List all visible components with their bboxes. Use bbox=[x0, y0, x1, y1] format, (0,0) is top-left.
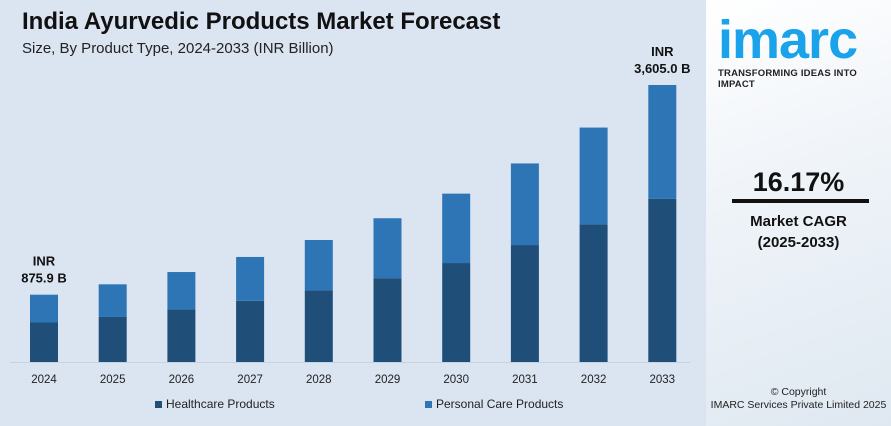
bar-healthcare-2032 bbox=[579, 224, 608, 362]
bar-chart: 2024 2025 2026 2027 2028 2029 2030 2031 2032 2033… bbox=[10, 44, 690, 386]
x-tick-label: 2028 bbox=[306, 374, 332, 386]
copyright-owner: IMARC Services Private Limited 2025 bbox=[710, 399, 887, 411]
x-tick-label: 2024 bbox=[31, 374, 57, 386]
legend-swatch bbox=[155, 400, 162, 408]
bar-healthcare-2026 bbox=[167, 309, 196, 362]
legend-item-healthcare: Healthcare Products bbox=[155, 397, 275, 411]
chart-panel: India Ayurvedic Products Market Forecast… bbox=[10, 8, 691, 411]
bar-personal-care-2025 bbox=[98, 284, 127, 317]
tagline: TRANSFORMING IDEAS INTO IMPACT bbox=[718, 68, 858, 90]
x-tick-label: 2031 bbox=[512, 374, 538, 386]
chart-subtitle: Size, By Product Type, 2024-2033 (INR Bi… bbox=[22, 40, 334, 57]
bar-personal-care-2033 bbox=[648, 85, 677, 199]
bar-healthcare-2031 bbox=[510, 245, 539, 362]
divider bbox=[732, 199, 869, 203]
bar-personal-care-2031 bbox=[510, 163, 539, 246]
legend-swatch bbox=[425, 400, 432, 408]
x-tick-label: 2029 bbox=[375, 374, 401, 386]
bar-personal-care-2027 bbox=[236, 256, 265, 301]
bar-healthcare-2024 bbox=[30, 322, 58, 362]
bar-healthcare-2027 bbox=[236, 300, 265, 362]
bar-personal-care-2029 bbox=[373, 218, 402, 279]
data-label-2033: INR bbox=[651, 44, 674, 59]
x-tick-label: 2025 bbox=[100, 374, 126, 386]
x-tick-label: 2030 bbox=[443, 374, 469, 386]
bar-healthcare-2029 bbox=[373, 278, 402, 362]
cagr-label-text: Market CAGR bbox=[750, 213, 847, 230]
cagr-label: Market CAGR (2025-2033) bbox=[706, 211, 891, 253]
x-tick-label: 2026 bbox=[169, 374, 195, 386]
cagr-period: (2025-2033) bbox=[757, 234, 840, 251]
bar-personal-care-2032 bbox=[579, 127, 608, 225]
bar-healthcare-2033 bbox=[648, 198, 677, 362]
bar-personal-care-2030 bbox=[442, 193, 471, 264]
chart-title: India Ayurvedic Products Market Forecast bbox=[22, 8, 501, 35]
cagr-value: 16.17% bbox=[752, 167, 845, 197]
bar-personal-care-2026 bbox=[167, 272, 196, 310]
legend-label: Personal Care Products bbox=[436, 397, 564, 411]
x-tick-label: 2032 bbox=[581, 374, 607, 386]
legend-label: Healthcare Products bbox=[166, 397, 275, 411]
data-label-2033: 3,605.0 B bbox=[634, 61, 690, 76]
bar-healthcare-2030 bbox=[442, 263, 471, 362]
x-tick-label: 2033 bbox=[650, 374, 676, 386]
bar-personal-care-2028 bbox=[304, 239, 333, 291]
legend-item-personal-care: Personal Care Products bbox=[425, 397, 563, 411]
bar-healthcare-2028 bbox=[304, 290, 333, 362]
imarc-logo: imarc bbox=[718, 10, 858, 70]
data-label-2024: 875.9 B bbox=[21, 271, 67, 286]
bar-personal-care-2024 bbox=[30, 294, 58, 323]
info-sidebar: imarc TRANSFORMING IDEAS INTO IMPACT 16.… bbox=[706, 0, 891, 426]
bar-healthcare-2025 bbox=[98, 316, 127, 362]
copyright: © Copyright IMARC Services Private Limit… bbox=[706, 386, 891, 412]
x-tick-label: 2027 bbox=[237, 374, 263, 386]
copyright-line: © Copyright bbox=[770, 386, 827, 398]
data-label-2024: INR bbox=[33, 254, 56, 269]
